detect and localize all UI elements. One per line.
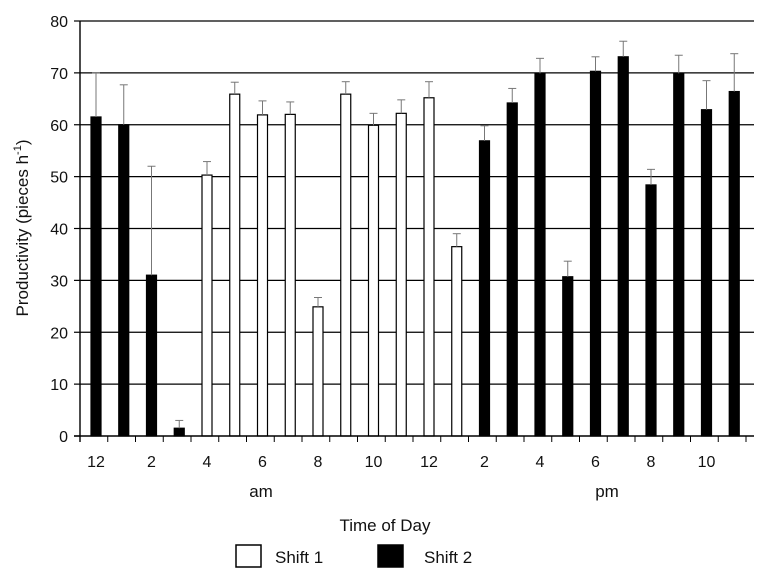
- legend-label-shift-2: Shift 2: [424, 548, 472, 567]
- bar-rect: [506, 102, 518, 437]
- y-axis-label-superscript: -1: [12, 145, 24, 155]
- bar-shift-2: [728, 53, 740, 437]
- bar-shift-2: [562, 260, 574, 437]
- bar-shift-1: [284, 101, 296, 437]
- gridlines: [80, 20, 754, 385]
- bar-shift-1: [451, 233, 463, 437]
- y-axis-label-main: Productivity (pieces h: [13, 155, 32, 317]
- bar-shift-2: [145, 165, 158, 437]
- x-tick-label: 4: [536, 454, 545, 471]
- bar-shift-2: [589, 56, 602, 437]
- bar-shift-2: [90, 72, 102, 437]
- legend-swatch-shift-2: [377, 544, 404, 568]
- bar-shift-2: [617, 40, 629, 437]
- y-tick-label: 80: [50, 14, 68, 31]
- x-tick-label: 12: [420, 454, 438, 471]
- bar-shift-1: [201, 161, 213, 437]
- bar-shift-2: [478, 125, 491, 437]
- x-tick-labels: 12 2 4 6 8 10 12 2 4 6 8 10: [87, 454, 715, 471]
- y-tick-label: 0: [59, 429, 68, 446]
- y-axis-label: Productivity (pieces h-1): [12, 139, 32, 316]
- bar-rect: [617, 56, 629, 437]
- bar-rect: [118, 124, 130, 437]
- y-tick-label: 30: [50, 273, 68, 290]
- axes-group: [74, 20, 754, 442]
- bar-rect: [562, 276, 574, 437]
- bar-shift-1: [312, 296, 324, 437]
- bars-group: [90, 40, 740, 437]
- bar-rect: [478, 140, 491, 437]
- y-tick-labels: 0 10 20 30 40 50 60 70 80: [50, 14, 68, 446]
- x-tick-label: 2: [147, 454, 156, 471]
- bar-rect: [395, 112, 407, 437]
- y-tick-label: 50: [50, 170, 68, 187]
- y-tick-label: 70: [50, 66, 68, 83]
- bar-rect: [423, 97, 435, 437]
- x-tick-label: 8: [647, 454, 656, 471]
- y-tick-label: 10: [50, 377, 68, 394]
- legend: Shift 1 Shift 2: [235, 544, 472, 568]
- x-tick-label: 10: [698, 454, 716, 471]
- bar-rect: [312, 306, 324, 437]
- y-tick-label: 40: [50, 222, 68, 239]
- x-tick-label: 8: [314, 454, 323, 471]
- bar-rect: [645, 184, 657, 437]
- bar-shift-1: [229, 81, 241, 437]
- bar-rect: [728, 90, 740, 437]
- bar-rect: [256, 114, 269, 437]
- bar-rect: [201, 174, 213, 437]
- period-label-am: am: [249, 482, 273, 501]
- period-label-pm: pm: [595, 482, 619, 501]
- bar-shift-2: [118, 84, 130, 437]
- bar-rect: [173, 427, 185, 437]
- bar-rect: [534, 72, 546, 437]
- x-axis-label: Time of Day: [339, 516, 431, 535]
- bar-rect: [90, 116, 102, 437]
- bar-rect: [367, 124, 380, 437]
- bar-shift-2: [506, 87, 518, 437]
- legend-label-shift-1: Shift 1: [275, 548, 323, 567]
- x-tick-label: 6: [258, 454, 267, 471]
- x-tick-label: 4: [203, 454, 212, 471]
- bar-shift-2: [534, 57, 546, 437]
- bar-rect: [451, 246, 463, 437]
- bar-shift-1: [340, 81, 352, 437]
- bar-shift-2: [673, 54, 685, 437]
- bar-rect: [673, 72, 685, 437]
- bar-rect: [229, 93, 241, 437]
- x-tick-label: 12: [87, 454, 105, 471]
- y-axis-label-close: ): [13, 139, 32, 145]
- bar-shift-1: [423, 81, 435, 437]
- bar-shift-1: [256, 100, 269, 437]
- bar-rect: [700, 109, 713, 437]
- bar-rect: [340, 93, 352, 437]
- legend-swatch-shift-1: [235, 544, 262, 568]
- bar-shift-2: [173, 419, 185, 437]
- x-tick-label: 10: [365, 454, 383, 471]
- y-tick-label: 60: [50, 118, 68, 135]
- bar-shift-1: [395, 99, 407, 437]
- bar-shift-2: [645, 168, 657, 437]
- bar-rect: [589, 70, 602, 437]
- bar-shift-1: [367, 112, 380, 437]
- x-tick-label: 6: [591, 454, 600, 471]
- y-tick-label: 20: [50, 325, 68, 342]
- bar-rect: [145, 274, 158, 437]
- bar-shift-2: [700, 80, 713, 437]
- bar-rect: [284, 113, 296, 437]
- x-tick-label: 2: [480, 454, 489, 471]
